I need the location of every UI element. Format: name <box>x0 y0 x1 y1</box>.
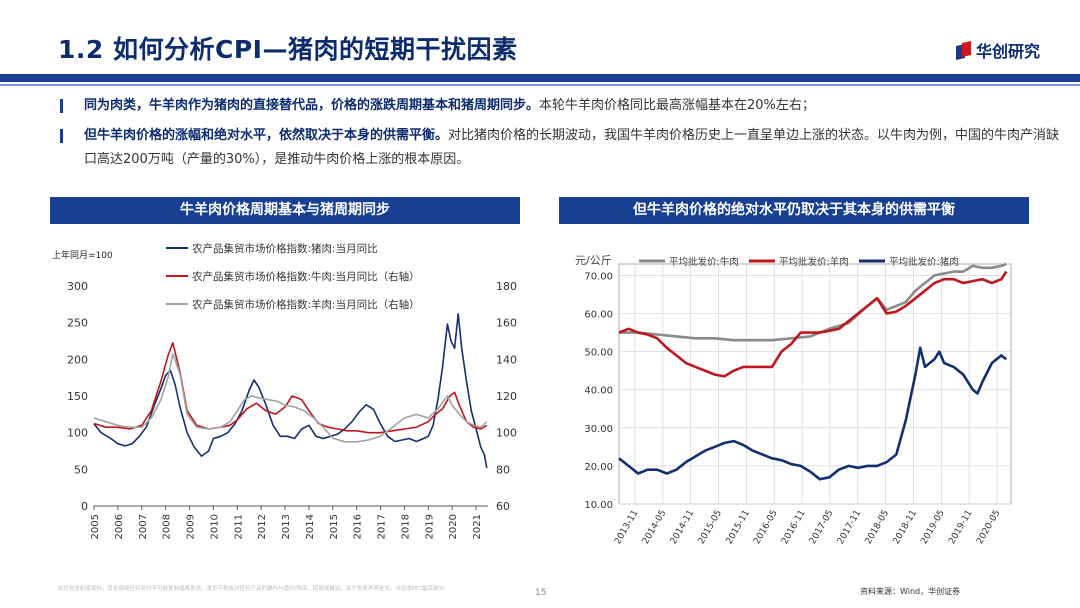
x-tick-label: 2005 <box>90 514 101 539</box>
right-chart-title: 但牛羊肉价格的绝对水平仍取决于其本身的供需平衡 <box>559 197 1029 224</box>
x-tick-label: 2006 <box>114 514 125 539</box>
y-tick-label: 10.00 <box>584 500 613 511</box>
bullet-item: 同为肉类，牛羊肉作为猪肉的直接替代品，价格的涨跌周期基本和猪周期同步。本轮牛羊肉… <box>60 94 1060 118</box>
x-tick-label: 2008 <box>162 514 173 539</box>
legend-label: 平均批发价:羊肉 <box>779 256 849 268</box>
series-line <box>93 313 488 469</box>
disclaimer: 此页包含机密资料，其全部或任何部分不可被复制或再发送。本页不构成对任何产品的要约… <box>58 586 450 592</box>
x-tick-label: 2019-05 <box>919 509 946 547</box>
header-rule <box>0 74 1080 82</box>
bullet-text: 本轮牛羊肉价格同比最高涨幅基本在20%左右； <box>539 98 815 113</box>
x-tick-label: 2015-05 <box>697 509 724 547</box>
source-note: 资料来源：Wind，华创证券 <box>860 587 961 596</box>
x-tick-label: 2017-11 <box>836 509 863 547</box>
y-tick-right: 60 <box>496 500 510 513</box>
left-chart-title: 牛羊肉价格周期基本与猪周期同步 <box>50 197 520 224</box>
page-title: 1.2 如何分析CPI—猪肉的短期干扰因素 <box>58 35 518 64</box>
series-line <box>618 270 1008 378</box>
x-tick-label: 2020 <box>448 514 459 539</box>
x-tick-label: 2018-05 <box>864 509 891 547</box>
x-tick-label: 2013 <box>281 514 292 539</box>
x-tick-label: 2013-11 <box>613 509 640 547</box>
x-tick-label: 2015 <box>329 514 340 539</box>
x-tick-label: 2018 <box>400 514 411 539</box>
y-tick-left: 200 <box>67 353 88 366</box>
legend-label: 农产品集贸市场价格指数:牛肉:当月同比（右轴） <box>192 270 420 283</box>
x-tick-label: 2016-11 <box>780 509 807 547</box>
y-tick-label: 20.00 <box>584 462 613 473</box>
x-tick-label: 2014-11 <box>669 509 696 547</box>
legend-label: 农产品集贸市场价格指数:猪肉:当月同比 <box>192 242 378 255</box>
x-tick-label: 2014 <box>305 514 316 539</box>
y-tick-label: 40.00 <box>584 386 613 397</box>
y-tick-left: 300 <box>67 280 88 293</box>
series-line <box>93 353 488 443</box>
bullet-list: 同为肉类，牛羊肉作为猪肉的直接替代品，价格的涨跌周期基本和猪周期同步。本轮牛羊肉… <box>60 94 1060 178</box>
y-tick-right: 80 <box>496 463 510 476</box>
y-tick-label: 50.00 <box>584 348 613 359</box>
x-tick-label: 2014-05 <box>641 509 668 547</box>
x-tick-label: 2007 <box>138 514 149 539</box>
y-tick-right: 120 <box>496 390 517 403</box>
bullet-item: 但牛羊肉价格的涨幅和绝对水平，依然取决于本身的供需平衡。对比猪肉价格的长期波动，… <box>60 124 1060 172</box>
y-tick-label: 30.00 <box>584 424 613 435</box>
bullet-marker <box>60 129 63 143</box>
page-number: 15 <box>535 588 547 598</box>
x-tick-label: 2017 <box>377 514 388 539</box>
bullet-bold-text: 但牛羊肉价格的涨幅和绝对水平，依然取决于本身的供需平衡。 <box>84 128 449 143</box>
y-tick-left: 50 <box>74 463 88 476</box>
bullet-marker <box>60 99 63 113</box>
x-tick-label: 2011 <box>233 514 244 539</box>
bullet-text: 对比猪肉价格的长期波动，我国牛羊肉价格历史上一直呈单边上涨的状态。以牛肉为例，中… <box>84 128 1060 167</box>
y-tick-label: 70.00 <box>584 271 613 282</box>
y-tick-label: 60.00 <box>584 310 613 321</box>
bullet-bold-text: 同为肉类，牛羊肉作为猪肉的直接替代品，价格的涨跌周期基本和猪周期同步。 <box>84 98 540 113</box>
left-chart: 上年同月=100 0 50 100 150 200 250 300 60 80 100 120 140 1… <box>52 242 517 539</box>
legend-label: 平均批发价:牛肉 <box>669 256 739 268</box>
series-line <box>618 346 1008 481</box>
x-tick-label: 2018-11 <box>892 509 919 547</box>
x-tick-label: 2017-05 <box>808 509 835 547</box>
x-tick-label: 2016 <box>353 514 364 539</box>
x-tick-label: 2021 <box>472 514 483 539</box>
y-axis-label: 元/公斤 <box>575 254 612 267</box>
x-tick-label: 2019 <box>424 514 435 539</box>
x-tick-label: 2010 <box>209 514 220 539</box>
y-tick-left: 250 <box>67 317 88 330</box>
logo-icon <box>955 40 971 60</box>
y-tick-right: 160 <box>496 317 517 330</box>
y-tick-left: 0 <box>81 500 88 513</box>
header-rule-thin <box>0 84 1080 86</box>
y-tick-right: 180 <box>496 280 517 293</box>
x-tick-label: 2015-11 <box>725 509 752 547</box>
legend-label: 农产品集贸市场价格指数:羊肉:当月同比（右轴） <box>192 298 420 311</box>
x-tick-label: 2016-05 <box>752 509 779 547</box>
y-tick-left: 100 <box>67 427 88 440</box>
x-tick-label: 2020-05 <box>975 509 1002 547</box>
legend-label: 平均批发价:猪肉 <box>889 256 959 268</box>
x-tick-label: 2019-11 <box>947 509 974 547</box>
logo-text: 华创研究 <box>975 42 1040 61</box>
x-tick-label: 2012 <box>257 514 268 539</box>
series-line <box>93 342 488 434</box>
unit-note: 上年同月=100 <box>52 249 113 261</box>
right-chart: 10.00 20.00 30.00 40.00 50.00 60.00 70.00 2013-… <box>575 254 1012 547</box>
brand-logo: 华创研究 <box>955 38 1040 62</box>
x-tick-label: 2009 <box>186 514 197 539</box>
y-tick-right: 100 <box>496 427 517 440</box>
y-tick-left: 150 <box>67 390 88 403</box>
y-tick-right: 140 <box>496 353 517 366</box>
